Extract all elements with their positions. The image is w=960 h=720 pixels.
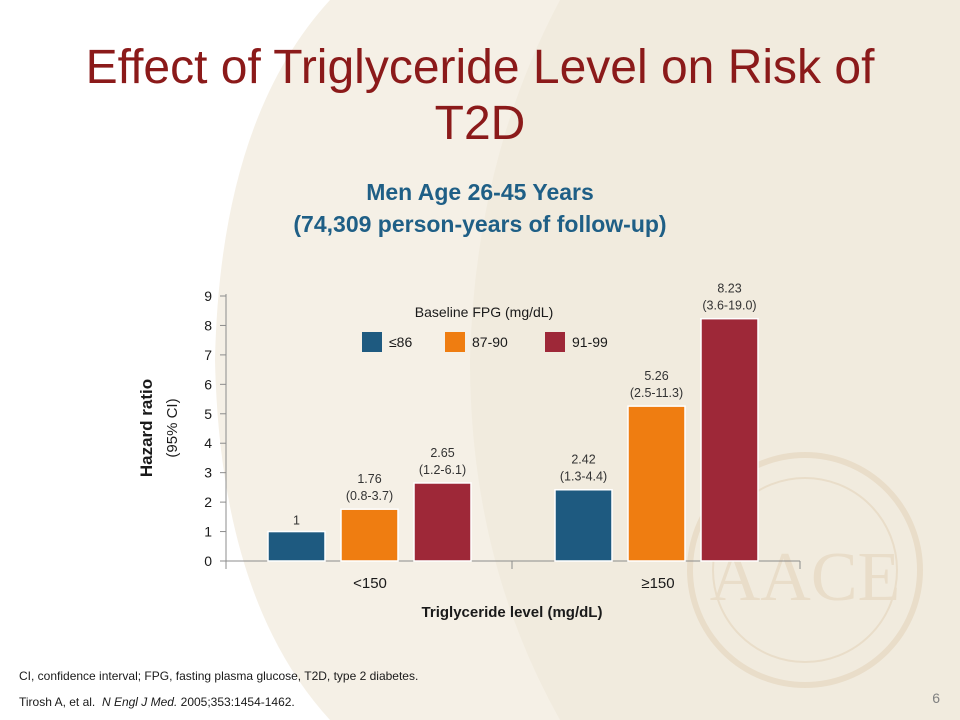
x-category-label: <150 <box>353 575 387 592</box>
bar <box>554 488 613 562</box>
legend-swatch <box>362 332 382 352</box>
bar <box>267 530 326 562</box>
y-tick-label: 1 <box>204 524 212 540</box>
y-axis-sublabel: (95% CI) <box>164 398 181 457</box>
bar-ci-label: (3.6-19.0) <box>702 299 756 313</box>
bar-value-label: 5.26 <box>644 369 668 383</box>
bar-ci-label: (0.8-3.7) <box>346 489 393 503</box>
y-tick-label: 7 <box>204 347 212 363</box>
y-tick-label: 8 <box>204 317 212 333</box>
bar <box>627 405 686 562</box>
y-tick-label: 2 <box>204 494 212 510</box>
x-axis-label: Triglyceride level (mg/dL) <box>422 604 603 621</box>
subtitle-line-1: Men Age 26-45 Years <box>366 179 594 205</box>
bar <box>413 482 472 562</box>
y-tick-label: 3 <box>204 465 212 481</box>
bar-value-label: 8.23 <box>717 282 741 296</box>
legend-title: Baseline FPG (mg/dL) <box>415 304 554 320</box>
citation: Tirosh A, et al. N Engl J Med. 2005;353:… <box>19 695 295 709</box>
bar-ci-label: (2.5-11.3) <box>630 386 683 400</box>
legend-swatch <box>445 332 465 352</box>
bar <box>700 317 759 562</box>
y-axis-label: Hazard ratio <box>137 379 156 477</box>
bar-value-label: 1 <box>293 514 300 528</box>
subtitle-line-2: (74,309 person-years of follow-up) <box>293 211 667 237</box>
chart-subtitle: Men Age 26-45 Years (74,309 person-years… <box>150 176 810 240</box>
bar-ci-label: (1.3-4.4) <box>560 470 607 484</box>
legend-label: 91-99 <box>572 334 608 350</box>
y-tick-label: 4 <box>204 435 212 451</box>
bar-value-label: 1.76 <box>357 472 381 486</box>
y-tick-label: 5 <box>204 406 212 422</box>
abbreviations-footnote: CI, confidence interval; FPG, fasting pl… <box>19 669 419 683</box>
slide-title: Effect of Triglyceride Level on Risk of … <box>85 41 875 150</box>
y-tick-label: 0 <box>204 553 212 569</box>
bar-ci-label: (1.2-6.1) <box>419 463 466 477</box>
y-tick-label: 6 <box>204 376 212 392</box>
legend-label: ≤86 <box>389 334 412 350</box>
page-number: 6 <box>932 690 940 706</box>
x-category-label: ≥150 <box>641 575 674 592</box>
citation-details: 2005;353:1454-1462. <box>180 695 295 709</box>
y-tick-label: 9 <box>204 288 212 304</box>
citation-authors: Tirosh A, et al. <box>19 695 96 709</box>
bar-value-label: 2.42 <box>571 453 595 467</box>
bar <box>340 508 399 562</box>
legend-swatch <box>545 332 565 352</box>
legend-label: 87-90 <box>472 334 508 350</box>
bar-value-label: 2.65 <box>430 446 454 460</box>
citation-journal: N Engl J Med. <box>101 695 178 709</box>
